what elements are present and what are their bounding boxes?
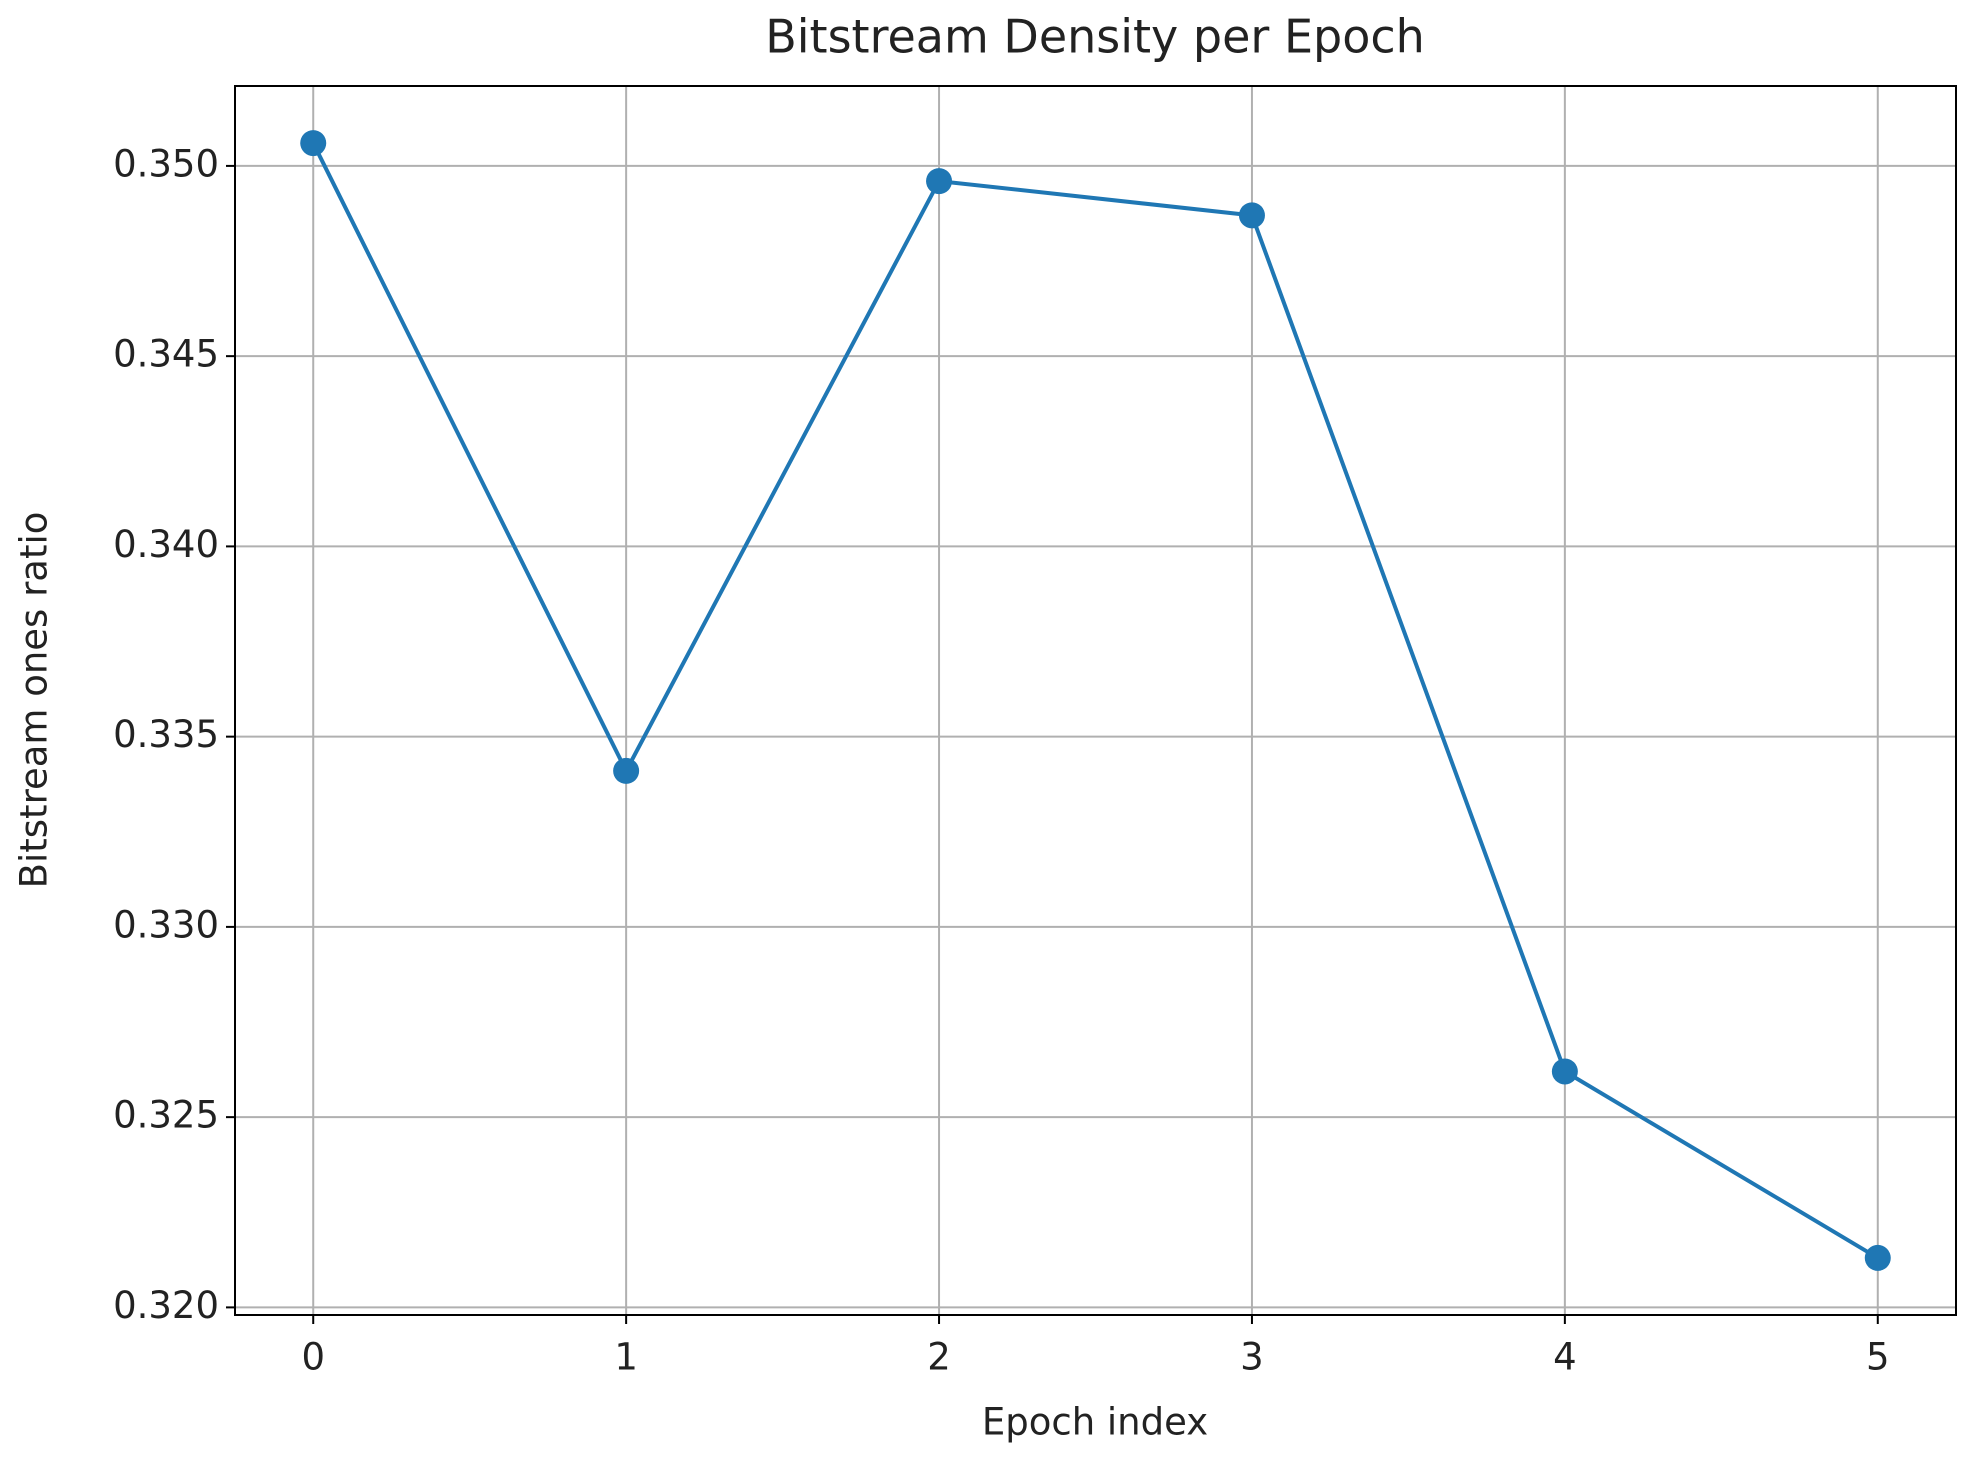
x-tick-label: 0 — [301, 1336, 325, 1379]
y-tick-label: 0.330 — [113, 903, 219, 946]
data-line — [311, 142, 1879, 1260]
y-tick-label: 0.325 — [113, 1094, 219, 1137]
y-axis-label: Bitstream ones ratio — [13, 512, 56, 889]
y-tick-label: 0.335 — [113, 713, 219, 756]
y-tick-label: 0.340 — [113, 523, 219, 566]
data-point — [613, 757, 640, 784]
x-axis-label: Epoch index — [982, 1401, 1208, 1444]
data-point — [1864, 1244, 1891, 1271]
x-tick-label: 5 — [1866, 1336, 1890, 1379]
y-tick-label: 0.320 — [113, 1284, 219, 1327]
x-tick-label: 1 — [614, 1336, 638, 1379]
data-point — [926, 168, 953, 195]
x-tick-label: 3 — [1240, 1336, 1264, 1379]
y-tick-label: 0.345 — [113, 333, 219, 376]
chart-title: Bitstream Density per Epoch — [765, 10, 1425, 64]
data-point — [1551, 1058, 1578, 1085]
plot-frame — [234, 85, 1957, 1316]
data-point — [300, 130, 327, 157]
x-tick-label: 2 — [927, 1336, 951, 1379]
x-tick-label: 4 — [1553, 1336, 1577, 1379]
data-point — [1238, 202, 1265, 229]
y-tick-label: 0.350 — [113, 142, 219, 185]
